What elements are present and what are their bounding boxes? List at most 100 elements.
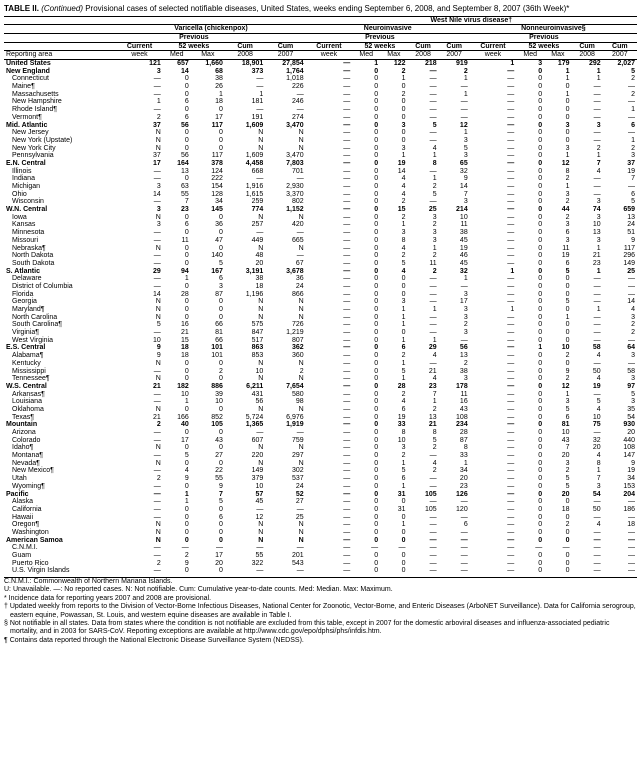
cell: 145	[191, 206, 225, 214]
cell: —	[306, 291, 353, 299]
cell: 32	[572, 437, 603, 445]
cell: 2	[544, 175, 571, 183]
cell: 0	[352, 452, 380, 460]
table-row: Arizona—00———08828—010—20	[4, 429, 637, 437]
cell: —	[572, 183, 603, 191]
cell: 140	[191, 252, 225, 260]
cell: 149	[225, 467, 265, 475]
cell: 0	[352, 114, 380, 122]
cell: —	[572, 560, 603, 568]
cell: 122	[380, 60, 407, 68]
cell: —	[191, 544, 225, 552]
cell: —	[470, 291, 517, 299]
cell: 0	[516, 214, 544, 222]
cell: —	[306, 260, 353, 268]
cell: 101	[191, 344, 225, 352]
cell: 0	[352, 306, 380, 314]
cell: 580	[265, 391, 305, 399]
cell: 2	[408, 268, 439, 276]
cell: 153	[603, 483, 637, 491]
cell: —	[439, 552, 470, 560]
cell: 0	[163, 429, 191, 437]
cell: —	[470, 521, 517, 529]
cell: —	[306, 122, 353, 130]
cell: —	[572, 360, 603, 368]
cell: 45	[225, 498, 265, 506]
cell: 17	[191, 552, 225, 560]
cell: —	[408, 98, 439, 106]
group-neuro: Neuroinvasive	[306, 25, 470, 34]
cell: 21	[116, 414, 163, 422]
cell: —	[603, 514, 637, 522]
row-name: Florida	[4, 291, 116, 299]
cell: —	[306, 444, 353, 452]
cell: —	[306, 129, 353, 137]
row-name: S. Atlantic	[4, 268, 116, 276]
cell: —	[116, 83, 163, 91]
cell: 1	[516, 344, 544, 352]
cell: —	[116, 483, 163, 491]
cell: 2	[191, 368, 225, 376]
cell: —	[116, 437, 163, 445]
cell: 23	[408, 383, 439, 391]
cell: —	[116, 506, 163, 514]
cell: —	[306, 198, 353, 206]
cell: 1	[544, 152, 571, 160]
table-row: Puerto Rico2920322543—00———00——	[4, 560, 637, 568]
footnote-line: * Incidence data for reporting years 200…	[4, 595, 637, 603]
reporting-area-header: Reporting area	[4, 51, 116, 60]
cell: 0	[516, 183, 544, 191]
cell: 6	[544, 414, 571, 422]
cell: 2	[408, 221, 439, 229]
cell: 0	[380, 514, 407, 522]
cell: 7	[572, 475, 603, 483]
cell: —	[603, 129, 637, 137]
cell: 181	[225, 98, 265, 106]
cell: 659	[603, 206, 637, 214]
cell: 28	[439, 429, 470, 437]
cell: —	[408, 114, 439, 122]
cell: 9	[603, 460, 637, 468]
cell: —	[116, 237, 163, 245]
cell: —	[225, 506, 265, 514]
cell: 0	[163, 537, 191, 545]
cell: —	[306, 191, 353, 199]
cell: —	[439, 529, 470, 537]
cell: —	[439, 560, 470, 568]
cell: 853	[225, 352, 265, 360]
cell: —	[306, 221, 353, 229]
cell: 0	[191, 314, 225, 322]
cell: —	[470, 160, 517, 168]
cell: —	[116, 175, 163, 183]
row-name: Illinois	[4, 168, 116, 176]
cell: 0	[544, 98, 571, 106]
cell: 8	[439, 444, 470, 452]
cell: 18	[163, 352, 191, 360]
cell: N	[265, 537, 305, 545]
cell: 13	[572, 229, 603, 237]
row-name: Pacific	[4, 491, 116, 499]
cell: 0	[352, 137, 380, 145]
cell: —	[572, 114, 603, 122]
cell: —	[306, 83, 353, 91]
cell: 0	[163, 406, 191, 414]
cell: 2	[603, 329, 637, 337]
cell: 0	[352, 129, 380, 137]
cell: —	[408, 137, 439, 145]
cell: —	[306, 252, 353, 260]
cell: —	[470, 122, 517, 130]
cell: —	[408, 91, 439, 99]
cell: 0	[544, 498, 571, 506]
cell: 886	[191, 383, 225, 391]
cell: 1,660	[191, 60, 225, 68]
cell: 1	[544, 183, 571, 191]
cell: 0	[516, 467, 544, 475]
cell: 3	[439, 291, 470, 299]
cell: 2	[603, 145, 637, 153]
cell: 1	[470, 306, 517, 314]
table-row: Utah2955379537—06—20—05734	[4, 475, 637, 483]
cell: 1	[544, 91, 571, 99]
cell: 0	[516, 137, 544, 145]
cell: N	[265, 444, 305, 452]
cell: 10	[225, 483, 265, 491]
